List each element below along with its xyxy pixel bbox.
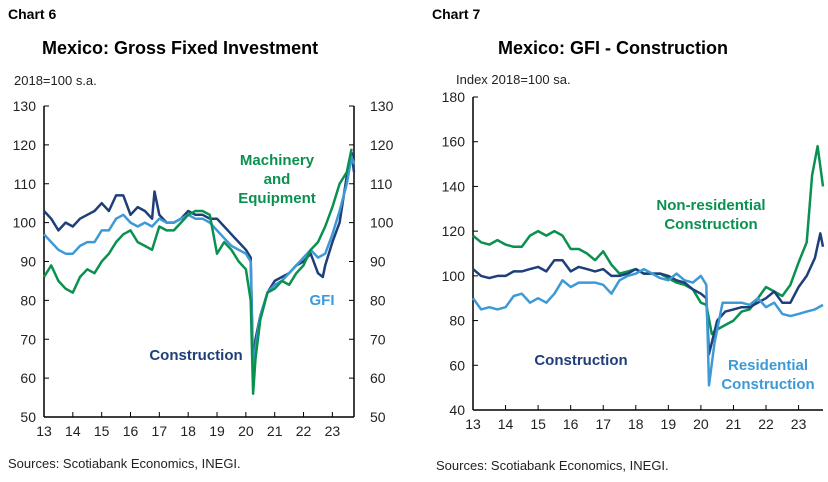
chart7-title: Mexico: GFI - Construction [498,38,729,58]
y-tick-label: 160 [442,134,466,150]
y-tick-label: 70 [20,331,36,347]
chart7-unit: Index 2018=100 sa. [456,72,571,87]
x-tick-label: 23 [325,423,341,439]
x-tick-label: 22 [758,416,774,432]
label-non-residential-construction: Non-residential [656,197,765,214]
series-line-residential-construction [471,267,824,387]
x-tick-label: 13 [465,416,481,432]
y-tick-label: 140 [442,178,466,194]
x-tick-label: 18 [628,416,644,432]
y-tick-label: 120 [442,223,466,239]
label-machinery-equipment: Machinery [240,152,315,169]
x-tick-label: 16 [563,416,579,432]
x-tick-label: 13 [36,423,52,439]
y-tick-label: 60 [20,370,36,386]
chart6-unit: 2018=100 s.a. [14,73,97,88]
y-tick-label: 120 [13,137,37,153]
y2-tick-label: 110 [370,176,393,192]
label-gfi: GFI [310,292,335,309]
label-machinery-equipment: Equipment [238,190,316,207]
chart7-source: Sources: Scotiabank Economics, INEGI. [436,458,669,473]
y-tick-label: 60 [449,357,465,373]
label-residential-construction: Construction [721,376,814,393]
x-tick-label: 15 [94,423,110,439]
x-tick-label: 20 [693,416,709,432]
x-tick-label: 15 [530,416,546,432]
x-tick-label: 14 [498,416,514,432]
series-line-machinery-and-equipment [42,148,353,395]
y-tick-label: 80 [449,313,465,329]
y2-tick-label: 90 [370,254,386,270]
y-tick-label: 110 [14,176,37,192]
chart7-number: Chart 7 [432,6,481,22]
y2-tick-label: 50 [370,409,386,425]
label-construction: Construction [534,352,627,369]
chart6-title: Mexico: Gross Fixed Investment [42,38,319,58]
label-residential-construction: Residential [728,357,808,374]
y2-tick-label: 120 [370,137,394,153]
series-line-construction [472,232,825,356]
y-tick-label: 130 [13,98,37,114]
x-tick-label: 20 [238,423,254,439]
x-tick-label: 19 [661,416,677,432]
x-tick-label: 19 [209,423,225,439]
y-tick-label: 40 [449,402,465,418]
y2-tick-label: 70 [370,331,386,347]
x-tick-label: 23 [791,416,807,432]
chart6-number: Chart 6 [8,6,57,22]
y-tick-label: 80 [20,292,36,308]
label-construction: Construction [149,347,242,364]
label-machinery-equipment: and [264,171,291,188]
y-tick-label: 100 [13,215,37,231]
y2-tick-label: 80 [370,292,386,308]
x-tick-label: 21 [726,416,742,432]
x-tick-label: 22 [296,423,312,439]
y-tick-label: 180 [442,89,466,105]
x-tick-label: 17 [152,423,168,439]
y-tick-label: 100 [442,268,466,284]
label-non-residential-construction: Construction [664,216,757,233]
x-tick-label: 21 [267,423,283,439]
x-tick-label: 17 [595,416,611,432]
x-tick-label: 14 [65,423,81,439]
x-tick-label: 18 [180,423,196,439]
series-line-gfi [43,155,356,380]
y2-tick-label: 60 [370,370,386,386]
y-tick-label: 50 [20,409,36,425]
chart6-source: Sources: Scotiabank Economics, INEGI. [8,456,241,471]
x-tick-label: 16 [123,423,139,439]
series-line-construction [43,151,356,372]
y2-tick-label: 100 [370,215,394,231]
y2-tick-label: 130 [370,98,394,114]
y-tick-label: 90 [20,254,36,270]
